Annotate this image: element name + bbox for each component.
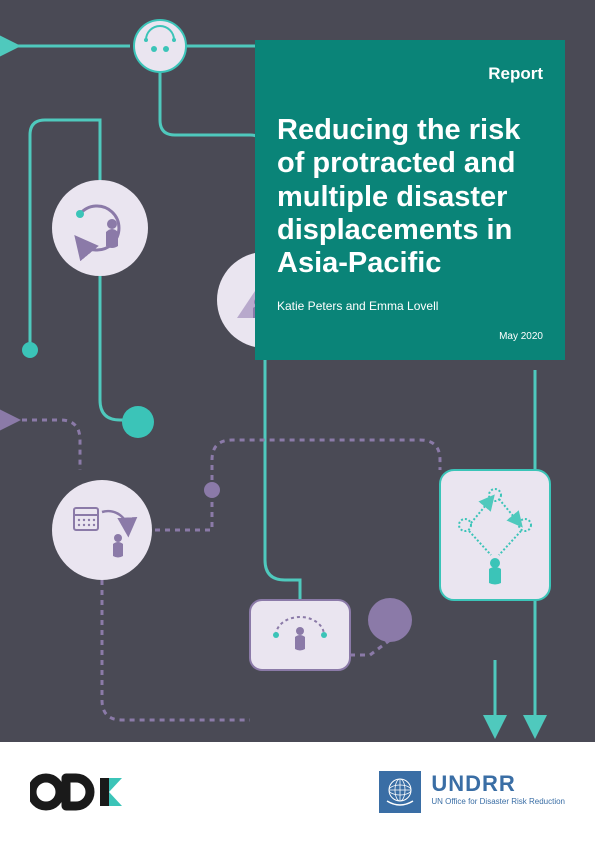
calendar-cycle-icon bbox=[52, 480, 152, 580]
report-label: Report bbox=[277, 64, 543, 84]
odi-logo bbox=[30, 769, 130, 815]
undrr-name: UNDRR bbox=[431, 771, 565, 797]
purple-dot-icon bbox=[368, 598, 412, 642]
un-emblem-icon bbox=[379, 771, 421, 813]
teal-dot-icon bbox=[122, 406, 154, 438]
teal-dot-icon bbox=[22, 342, 38, 358]
person-cycle-icon bbox=[52, 180, 148, 276]
undrr-subtitle: UN Office for Disaster Risk Reduction bbox=[431, 797, 565, 806]
title-box: Report Reducing the risk of protracted a… bbox=[255, 40, 565, 360]
main-background: Report Reducing the risk of protracted a… bbox=[0, 0, 595, 742]
date: May 2020 bbox=[499, 331, 543, 342]
purple-dot-icon bbox=[204, 482, 220, 498]
main-title: Reducing the risk of protracted and mult… bbox=[277, 114, 543, 281]
undrr-logo: UNDRR UN Office for Disaster Risk Reduct… bbox=[379, 771, 565, 813]
authors: Katie Peters and Emma Lovell bbox=[277, 299, 543, 313]
footer: UNDRR UN Office for Disaster Risk Reduct… bbox=[0, 742, 595, 842]
odi-logo-icon bbox=[30, 769, 130, 815]
top-node-icon bbox=[134, 20, 186, 72]
